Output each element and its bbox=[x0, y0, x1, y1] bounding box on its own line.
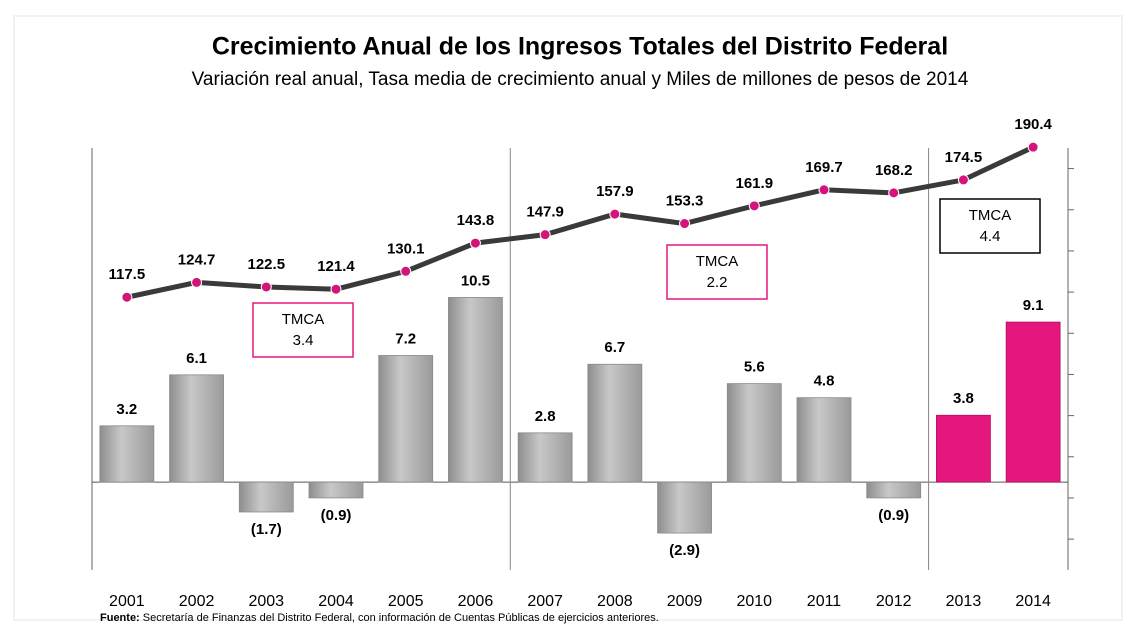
bar bbox=[169, 374, 224, 483]
bar bbox=[308, 481, 364, 499]
x-tick-label: 2013 bbox=[946, 593, 982, 610]
line-marker bbox=[260, 281, 272, 293]
bar-value-label: 9.1 bbox=[1023, 297, 1044, 314]
annotation-box bbox=[939, 198, 1041, 254]
line-value-label: 153.3 bbox=[666, 193, 704, 210]
bar bbox=[1005, 321, 1061, 483]
line-value-label: 190.4 bbox=[1014, 116, 1052, 133]
frame bbox=[13, 15, 1123, 621]
annotation-label: TMCA bbox=[696, 253, 739, 270]
x-tick-label: 2002 bbox=[179, 593, 215, 610]
bar-value-label: 2.8 bbox=[535, 408, 556, 425]
line-marker bbox=[609, 208, 621, 220]
x-tick-label: 2006 bbox=[458, 593, 494, 610]
line-marker bbox=[191, 276, 203, 288]
annotation-label: TMCA bbox=[282, 311, 325, 328]
line-marker bbox=[330, 283, 342, 295]
bar-value-label: 3.2 bbox=[116, 401, 137, 418]
chart-title: Crecimiento Anual de los Ingresos Totale… bbox=[212, 33, 948, 61]
line-value-label: 124.7 bbox=[178, 251, 216, 268]
source-label: Fuente: bbox=[100, 612, 140, 624]
line-marker bbox=[400, 265, 412, 277]
bar-value-label: 6.7 bbox=[604, 339, 625, 356]
line-value-label: 121.4 bbox=[317, 258, 355, 275]
bar-value-label: 6.1 bbox=[186, 350, 207, 367]
bar bbox=[238, 481, 294, 513]
x-tick-label: 2014 bbox=[1015, 593, 1051, 610]
line-value-label: 169.7 bbox=[805, 159, 843, 176]
annotation-value: 2.2 bbox=[707, 274, 728, 291]
line-value-label: 147.9 bbox=[526, 204, 564, 221]
bar bbox=[378, 355, 434, 483]
bar bbox=[866, 481, 922, 499]
bar-value-label: (0.9) bbox=[878, 507, 909, 524]
bar bbox=[517, 432, 573, 483]
line-value-label: 174.5 bbox=[945, 149, 983, 166]
line-marker bbox=[539, 229, 551, 241]
bar-value-label: 4.8 bbox=[814, 373, 835, 390]
annotation-box bbox=[252, 302, 354, 358]
x-tick-label: 2001 bbox=[109, 593, 145, 610]
bar bbox=[448, 297, 503, 483]
line-value-label: 122.5 bbox=[248, 256, 286, 273]
line-marker bbox=[888, 187, 900, 199]
annotation-value: 4.4 bbox=[980, 228, 1001, 245]
x-tick-label: 2007 bbox=[527, 593, 563, 610]
bar bbox=[796, 397, 852, 483]
line-value-label: 130.1 bbox=[387, 240, 425, 257]
bar bbox=[587, 363, 643, 483]
annotation: TMCA 4.4 bbox=[939, 198, 1041, 254]
source: Fuente: Secretaría de Finanzas del Distr… bbox=[100, 612, 659, 624]
line-value-label: 161.9 bbox=[736, 175, 774, 192]
x-tick-label: 2003 bbox=[248, 593, 284, 610]
bar-value-label: 5.6 bbox=[744, 359, 765, 376]
line-marker bbox=[957, 174, 969, 186]
source-text: Secretaría de Finanzas del Distrito Fede… bbox=[143, 612, 659, 624]
line bbox=[126, 144, 1035, 300]
bar-value-label: 7.2 bbox=[395, 330, 416, 347]
x-tick-label: 2004 bbox=[318, 593, 354, 610]
x-tick-label: 2011 bbox=[807, 593, 842, 610]
x-tick-label: 2012 bbox=[876, 593, 912, 610]
annotation: TMCA 3.4 bbox=[252, 302, 354, 358]
line-value-label: 117.5 bbox=[108, 266, 145, 283]
x-tick-label: 2010 bbox=[736, 593, 772, 610]
x-tick-label: 2005 bbox=[388, 593, 424, 610]
line-marker bbox=[748, 200, 760, 212]
line-marker bbox=[818, 184, 830, 196]
line-marker bbox=[469, 237, 481, 249]
bar bbox=[657, 481, 712, 534]
x-tick-label: 2009 bbox=[667, 593, 703, 610]
chart-subtitle: Variación real anual, Tasa media de crec… bbox=[192, 69, 969, 90]
line-marker bbox=[121, 291, 133, 303]
line-value-label: 168.2 bbox=[875, 162, 913, 179]
x-tick-label: 2008 bbox=[597, 593, 633, 610]
bar-value-label: (2.9) bbox=[669, 542, 700, 559]
bar-value-label: 10.5 bbox=[461, 272, 490, 289]
bar bbox=[99, 425, 155, 483]
bar-value-label: (1.7) bbox=[251, 521, 282, 538]
bar bbox=[936, 414, 991, 483]
bar-value-label: (0.9) bbox=[321, 507, 352, 524]
line-marker bbox=[1027, 141, 1039, 153]
line-value-label: 157.9 bbox=[596, 183, 634, 200]
bar-value-label: 3.8 bbox=[953, 390, 974, 407]
annotation: TMCA 2.2 bbox=[666, 244, 768, 300]
line-marker bbox=[679, 218, 691, 230]
annotation-label: TMCA bbox=[969, 207, 1012, 224]
annotation-value: 3.4 bbox=[293, 332, 314, 349]
annotation-box bbox=[666, 244, 768, 300]
line-value-label: 143.8 bbox=[457, 212, 495, 229]
bar bbox=[726, 383, 782, 483]
